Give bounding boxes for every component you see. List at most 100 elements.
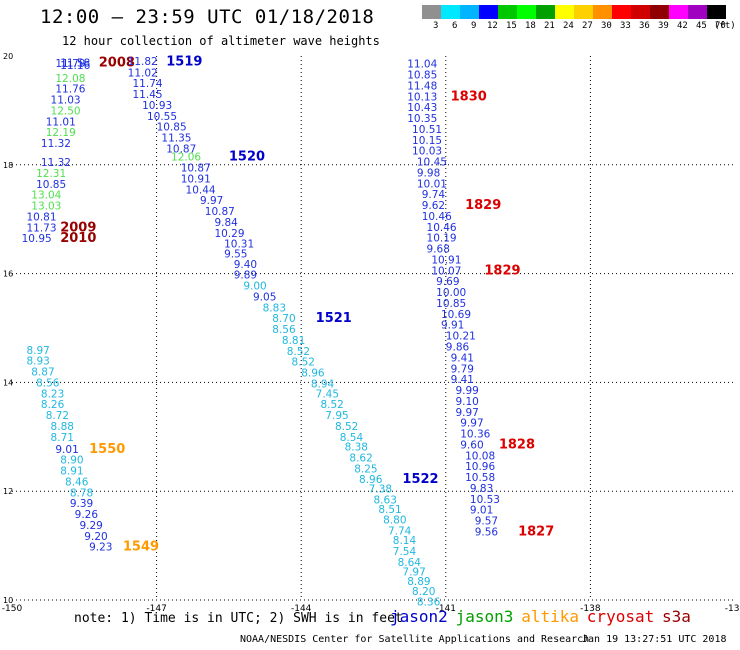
wave-height-label: 8.46 [65,476,89,488]
y-tick-label: 20 [3,52,13,61]
wave-height-label: 8.90 [60,455,83,467]
wave-height-label: 9.56 [475,526,499,538]
wave-height-label: 9.74 [422,189,446,201]
wave-height-label: 8.89 [407,576,430,588]
wave-height-label: 11.32 [41,138,71,150]
colorbar-swatch [650,5,669,19]
wave-height-label: 10.35 [407,113,437,125]
wave-height-label: 8.38 [345,442,368,454]
wave-height-label: 10.87 [205,206,235,218]
wave-height-label: 8.36 [417,597,441,609]
colorbar-label: 18 [525,21,536,31]
pass-number-label: 1549 [123,540,159,555]
wave-height-label: 9.62 [422,200,445,212]
wave-height-label: 8.14 [393,535,417,547]
wave-height-label: 11.48 [407,80,437,92]
wave-height-label: 8.72 [46,410,69,422]
wave-height-label: 10.19 [427,233,457,245]
wave-height-label: 8.78 [70,487,93,499]
wave-height-label: 8.25 [354,463,377,475]
wave-height-label: 9.01 [470,505,493,517]
wave-height-label: 8.93 [26,356,49,368]
colorbar-swatch [498,5,517,19]
pass-number-label: 1522 [402,472,438,487]
wave-height-label: 9.26 [75,509,99,521]
colorbar-label: 6 [452,21,458,31]
colorbar-swatch [631,5,650,19]
wave-height-label: 12.31 [36,168,66,180]
x-tick-label: -144 [291,604,312,614]
wave-height-label: 10.96 [465,461,495,473]
x-tick-label: -147 [146,604,166,614]
pass-number-label: 1550 [89,442,125,457]
wave-height-label: 11.82 [128,56,158,68]
wave-height-label: 7.54 [393,546,417,558]
colorbar-swatch [669,5,688,19]
wave-height-label: 8.70 [272,313,295,325]
wave-height-label: 10.03 [412,146,442,158]
wave-height-label: 10.43 [407,102,437,114]
wave-height-label: 11.79 [55,58,85,70]
legend-cryosat: cryosat [586,607,655,626]
wave-height-label: 8.81 [282,335,305,347]
wave-height-label: 8.96 [359,474,383,486]
wave-height-label: 9.97 [460,418,483,430]
wave-height-label: 10.87 [181,163,211,175]
colorbar-swatch [517,5,536,19]
wave-height-label: 9.99 [455,385,478,397]
wave-height-label: 8.56 [36,377,60,389]
wave-height-label: 9.60 [460,439,483,451]
wave-height-label: 8.62 [349,452,372,464]
wave-height-label: 7.38 [369,483,392,495]
wave-height-label: 11.74 [133,78,163,90]
wave-height-label: 8.88 [51,421,74,433]
colorbar-swatch [422,5,441,19]
wave-height-label: 8.71 [51,432,74,444]
wave-height-label: 9.84 [214,217,238,229]
wave-height-label: 10.00 [436,287,466,299]
wave-height-label: 8.26 [41,399,65,411]
wave-height-label: 10.85 [36,179,66,191]
y-tick-label: 16 [3,270,13,279]
wave-height-label: 10.85 [436,298,466,310]
colorbar-swatch [688,5,707,19]
wave-height-label: 10.29 [214,228,244,240]
colorbar-label: 9 [471,21,477,31]
wave-height-label: 11.45 [133,89,163,101]
pass-number-label: 1830 [451,89,487,104]
colorbar-unit: (ft) [714,21,736,31]
wave-height-label: 9.68 [427,244,450,256]
wave-height-label: 12.06 [171,152,201,164]
legend-jason3: jason3 [455,607,514,626]
x-tick-label: -135 [725,604,740,614]
wave-height-label: 8.52 [320,399,343,411]
wave-height-label: 12.50 [51,105,81,117]
wave-height-label: 10.85 [157,122,187,134]
wave-height-label: 9.97 [200,195,223,207]
wave-height-label: 9.29 [79,520,102,532]
colorbar-label: 21 [544,21,555,31]
wave-height-label: 8.20 [412,586,435,598]
y-tick-label: 12 [3,487,13,496]
y-tick-label: 18 [3,161,13,170]
wave-height-label: 9.79 [451,363,474,375]
wave-height-label: 10.01 [417,178,447,190]
wave-height-label: 11.03 [51,95,81,107]
wave-height-label: 10.46 [422,211,452,223]
wave-height-label: 8.87 [31,367,54,379]
wave-height-label: 10.07 [431,265,461,277]
wave-height-label: 10.51 [412,124,442,136]
wave-height-label: 10.31 [224,239,254,251]
x-tick-label: -141 [436,604,456,614]
wave-height-label: 9.69 [436,276,459,288]
wave-height-label: 8.54 [340,432,364,444]
wave-height-label: 8.23 [41,388,64,400]
wave-height-label: 8.56 [272,324,296,336]
wave-height-label: 12.19 [46,127,76,139]
wave-height-label: 9.00 [243,281,266,293]
colorbar-label: 30 [601,21,612,31]
pass-number-label: 1828 [499,437,535,452]
credit-line: NOAA/NESDIS Center for Satellite Applica… [240,634,590,645]
